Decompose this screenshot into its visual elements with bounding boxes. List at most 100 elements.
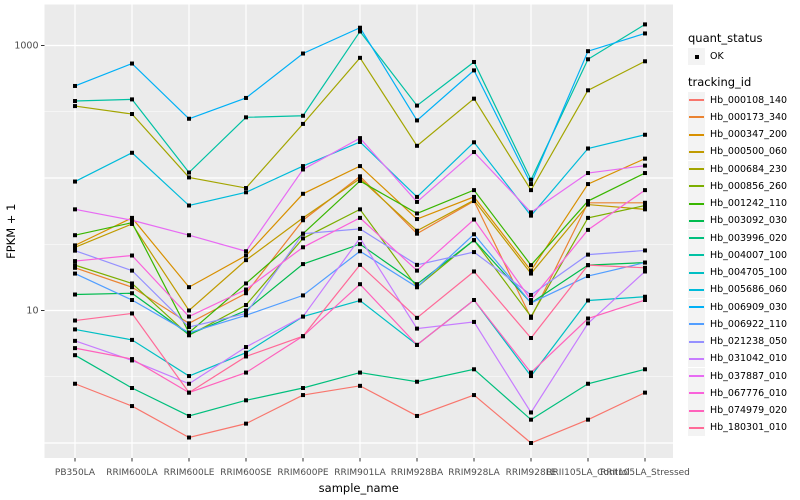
legend-key-box bbox=[688, 333, 705, 350]
data-point bbox=[301, 218, 305, 223]
data-point bbox=[244, 398, 248, 403]
data-point bbox=[130, 285, 134, 290]
data-point bbox=[472, 217, 476, 222]
data-point bbox=[187, 435, 191, 440]
data-point bbox=[358, 249, 362, 254]
data-point bbox=[358, 226, 362, 231]
legend-key-box bbox=[688, 160, 705, 178]
data-point bbox=[643, 269, 647, 274]
legend-item-label: Hb_003996_020 bbox=[710, 232, 788, 244]
data-point bbox=[472, 367, 476, 372]
legend-item-label: Hb_000684_230 bbox=[710, 163, 788, 175]
data-point bbox=[358, 136, 362, 141]
data-point bbox=[472, 298, 476, 303]
data-point bbox=[643, 132, 647, 137]
data-point bbox=[187, 203, 191, 208]
x-tick-label: RRIM928LA bbox=[448, 468, 500, 478]
data-point bbox=[301, 113, 305, 118]
data-point bbox=[586, 274, 590, 279]
data-point bbox=[73, 248, 77, 253]
data-point bbox=[358, 139, 362, 144]
data-point bbox=[244, 115, 248, 120]
data-point bbox=[415, 282, 419, 287]
data-point bbox=[643, 248, 647, 253]
data-point bbox=[244, 303, 248, 308]
x-tick-label: RRII105LA_Stressed bbox=[600, 468, 690, 478]
data-point bbox=[130, 112, 134, 117]
data-point bbox=[358, 178, 362, 183]
data-point bbox=[529, 210, 533, 215]
legend-item-label: Hb_037887_010 bbox=[710, 370, 788, 382]
legend-item-Hb_180301_010: Hb_180301_010 bbox=[688, 419, 787, 437]
data-point bbox=[130, 311, 134, 316]
data-point bbox=[73, 265, 77, 270]
data-point bbox=[73, 259, 77, 264]
data-point bbox=[529, 177, 533, 182]
data-point bbox=[73, 179, 77, 184]
data-point bbox=[643, 207, 647, 212]
x-tick-label: RRIM901LA bbox=[334, 468, 386, 478]
data-point bbox=[586, 215, 590, 220]
legend-item-label: Hb_003092_030 bbox=[710, 215, 788, 227]
legend-item-label: OK bbox=[710, 51, 724, 62]
x-tick-label: RRIM600LA bbox=[106, 468, 158, 478]
point-symbol-icon bbox=[694, 54, 699, 59]
data-point bbox=[358, 370, 362, 375]
data-point bbox=[529, 263, 533, 268]
legend-item-Hb_001242_110: Hb_001242_110 bbox=[688, 195, 787, 212]
data-point bbox=[130, 97, 134, 102]
data-point bbox=[130, 253, 134, 258]
legend-item-Hb_021238_050: Hb_021238_050 bbox=[688, 333, 787, 350]
data-point bbox=[244, 354, 248, 359]
data-point bbox=[130, 215, 134, 220]
data-point bbox=[415, 268, 419, 273]
data-point bbox=[187, 116, 191, 121]
legend-key-box bbox=[688, 48, 705, 65]
data-point bbox=[187, 233, 191, 238]
y-axis-title: FPKM + 1 bbox=[4, 204, 18, 259]
data-point bbox=[415, 413, 419, 418]
data-point bbox=[586, 171, 590, 176]
data-point bbox=[244, 308, 248, 313]
data-point bbox=[529, 271, 533, 276]
data-point bbox=[529, 188, 533, 193]
data-point bbox=[415, 326, 419, 331]
data-point bbox=[187, 170, 191, 175]
data-point bbox=[586, 146, 590, 151]
data-point bbox=[244, 421, 248, 426]
legend-line-swatch-icon bbox=[689, 185, 704, 188]
data-point bbox=[73, 207, 77, 212]
legend-line-swatch-icon bbox=[689, 357, 704, 360]
data-point bbox=[529, 410, 533, 415]
data-point bbox=[73, 83, 77, 88]
data-point bbox=[358, 282, 362, 287]
data-point bbox=[301, 215, 305, 220]
data-point bbox=[529, 417, 533, 422]
legend-line-swatch-icon bbox=[689, 426, 704, 429]
data-point bbox=[529, 182, 533, 187]
data-point bbox=[529, 370, 533, 375]
data-point bbox=[244, 350, 248, 355]
legend-item-Hb_074979_020: Hb_074979_020 bbox=[688, 402, 787, 419]
data-point bbox=[472, 393, 476, 398]
data-point bbox=[643, 200, 647, 205]
legend-item-label: Hb_000856_260 bbox=[710, 180, 788, 192]
data-point bbox=[529, 213, 533, 218]
data-point bbox=[73, 318, 77, 323]
data-point bbox=[472, 232, 476, 237]
data-point bbox=[358, 164, 362, 169]
data-point bbox=[643, 390, 647, 395]
data-point bbox=[415, 194, 419, 199]
data-point bbox=[73, 346, 77, 351]
data-point bbox=[244, 345, 248, 350]
legend-key-box bbox=[688, 143, 705, 161]
data-point bbox=[415, 217, 419, 222]
data-point bbox=[415, 379, 419, 384]
legend-item-Hb_004705_100: Hb_004705_100 bbox=[688, 264, 787, 281]
x-tick-label: RRIM600PE bbox=[277, 468, 329, 478]
data-point bbox=[187, 374, 191, 379]
legend-item-Hb_003996_020: Hb_003996_020 bbox=[688, 229, 788, 247]
data-point bbox=[472, 188, 476, 193]
